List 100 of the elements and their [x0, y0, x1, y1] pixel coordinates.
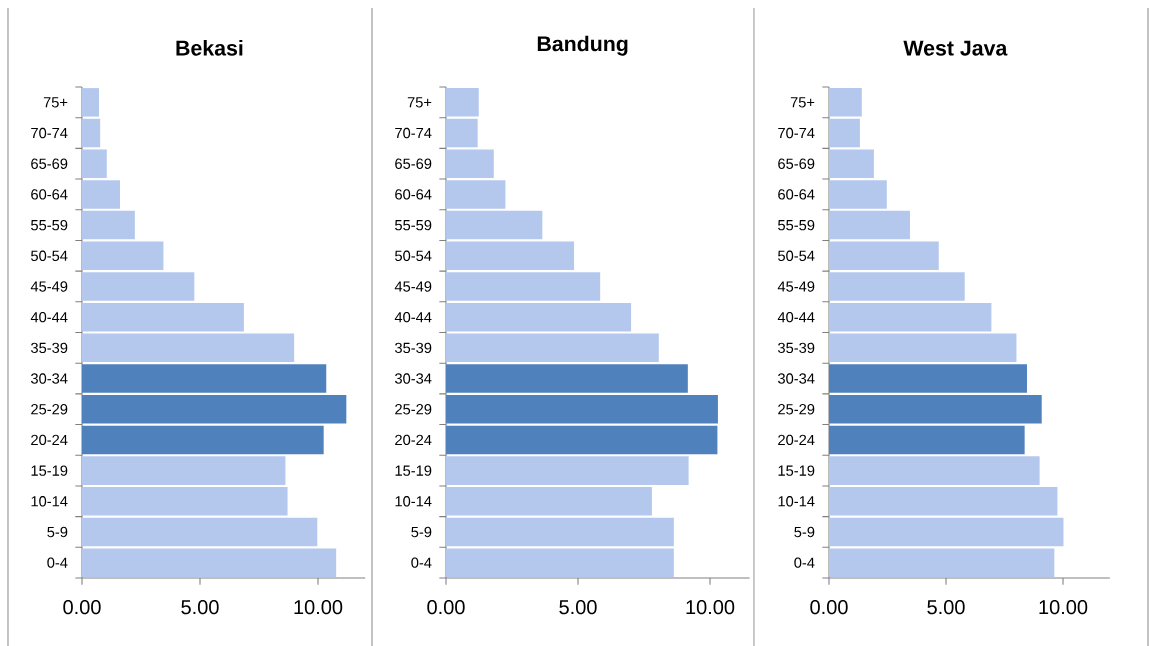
- bar: [446, 272, 601, 301]
- bar: [82, 118, 101, 148]
- bar: [82, 149, 107, 178]
- bar: [829, 272, 965, 301]
- y-tick-label: 40-44: [394, 311, 432, 323]
- chart-title: Bandung: [537, 35, 628, 56]
- y-tick-label: 20-24: [778, 434, 815, 446]
- y-tick-label: 0-4: [411, 557, 432, 568]
- y-tick-label: 5-9: [794, 526, 815, 538]
- y-tick-label: 35-39: [395, 342, 432, 354]
- bar: [446, 241, 575, 271]
- bar: [446, 364, 688, 393]
- bar: [446, 456, 689, 485]
- y-tick-label: 70-74: [31, 127, 68, 139]
- bar: [829, 118, 860, 148]
- bar: [446, 517, 674, 547]
- y-tick-label: 25-29: [395, 404, 432, 415]
- x-tick-label: 10.00: [1039, 600, 1088, 615]
- bar: [446, 333, 659, 363]
- bar: [82, 210, 135, 240]
- y-tick-label: 30-34: [31, 373, 68, 384]
- bar: [829, 425, 1025, 455]
- y-tick-label: 50-54: [31, 250, 68, 261]
- bar: [82, 241, 164, 271]
- chart-title: West Java: [903, 40, 1008, 56]
- y-tick-label: 15-19: [395, 465, 432, 476]
- y-tick-label: 60-64: [395, 189, 432, 200]
- y-tick-label: 0-4: [794, 557, 815, 568]
- bar: [829, 517, 1064, 547]
- bar: [829, 302, 992, 332]
- bar: [446, 210, 543, 240]
- y-tick-label: 50-54: [395, 250, 432, 261]
- bar: [446, 180, 506, 209]
- y-tick-label: 70-74: [778, 127, 815, 139]
- y-tick-label: 65-69: [31, 158, 68, 169]
- y-tick-label: 10-14: [31, 496, 68, 507]
- bar: [446, 88, 479, 117]
- bar: [82, 333, 295, 363]
- y-tick-label: 55-59: [395, 219, 432, 231]
- bar: [82, 88, 99, 117]
- y-tick-label: 65-69: [778, 158, 815, 169]
- bar: [829, 456, 1040, 485]
- y-tick-label: 5-9: [47, 526, 68, 538]
- x-tick-label: 5.00: [559, 600, 597, 615]
- y-tick-label: 15-19: [31, 465, 68, 476]
- bar: [446, 487, 652, 516]
- bar: [82, 517, 318, 547]
- bar: [829, 180, 887, 209]
- y-tick-label: 25-29: [778, 404, 815, 415]
- x-tick-label: 5.00: [927, 600, 965, 615]
- bar: [829, 210, 910, 240]
- x-tick-label: 5.00: [181, 600, 219, 615]
- x-tick-label: 0.00: [63, 600, 101, 615]
- y-tick-label: 40-44: [777, 311, 815, 323]
- y-tick-label: 10-14: [395, 496, 432, 507]
- chart-title: Bekasi: [176, 39, 243, 56]
- y-tick-label: 45-49: [777, 281, 815, 292]
- bar: [829, 88, 862, 117]
- y-tick-label: 55-59: [31, 219, 68, 231]
- y-tick-label: 55-59: [778, 219, 815, 231]
- bar: [82, 394, 347, 424]
- y-tick-label: 10-14: [778, 496, 815, 507]
- bar: [829, 333, 1017, 363]
- bar: [829, 241, 939, 271]
- bar: [829, 487, 1058, 516]
- y-tick-label: 75+: [407, 97, 432, 108]
- bar: [82, 456, 286, 485]
- bar: [82, 302, 244, 332]
- bar: [446, 548, 674, 577]
- bar: [82, 364, 327, 393]
- bar: [446, 118, 478, 148]
- bar: [446, 302, 632, 332]
- y-tick-label: 45-49: [30, 281, 68, 292]
- bar: [446, 425, 718, 455]
- bar: [82, 487, 288, 516]
- bar: [829, 548, 1055, 577]
- y-tick-label: 35-39: [778, 342, 815, 354]
- y-tick-label: 60-64: [31, 189, 68, 200]
- y-tick-label: 35-39: [31, 342, 68, 354]
- y-tick-label: 20-24: [31, 434, 68, 446]
- bar: [829, 149, 874, 178]
- y-tick-label: 65-69: [395, 158, 432, 169]
- x-tick-label: 0.00: [427, 600, 465, 615]
- bar: [82, 272, 195, 301]
- y-tick-label: 45-49: [394, 281, 432, 292]
- bar: [82, 425, 324, 455]
- bar: [829, 394, 1042, 424]
- bar: [446, 149, 494, 178]
- x-tick-label: 0.00: [810, 600, 848, 615]
- bar: [82, 180, 120, 209]
- x-tick-label: 10.00: [294, 600, 343, 615]
- bar: [82, 548, 337, 577]
- y-tick-label: 30-34: [778, 373, 815, 384]
- y-tick-label: 50-54: [778, 250, 815, 261]
- y-tick-label: 60-64: [778, 189, 815, 200]
- y-tick-label: 75+: [790, 97, 815, 108]
- bar: [829, 364, 1027, 393]
- y-tick-label: 25-29: [31, 404, 68, 415]
- x-tick-label: 10.00: [686, 600, 735, 615]
- y-tick-label: 40-44: [30, 311, 68, 323]
